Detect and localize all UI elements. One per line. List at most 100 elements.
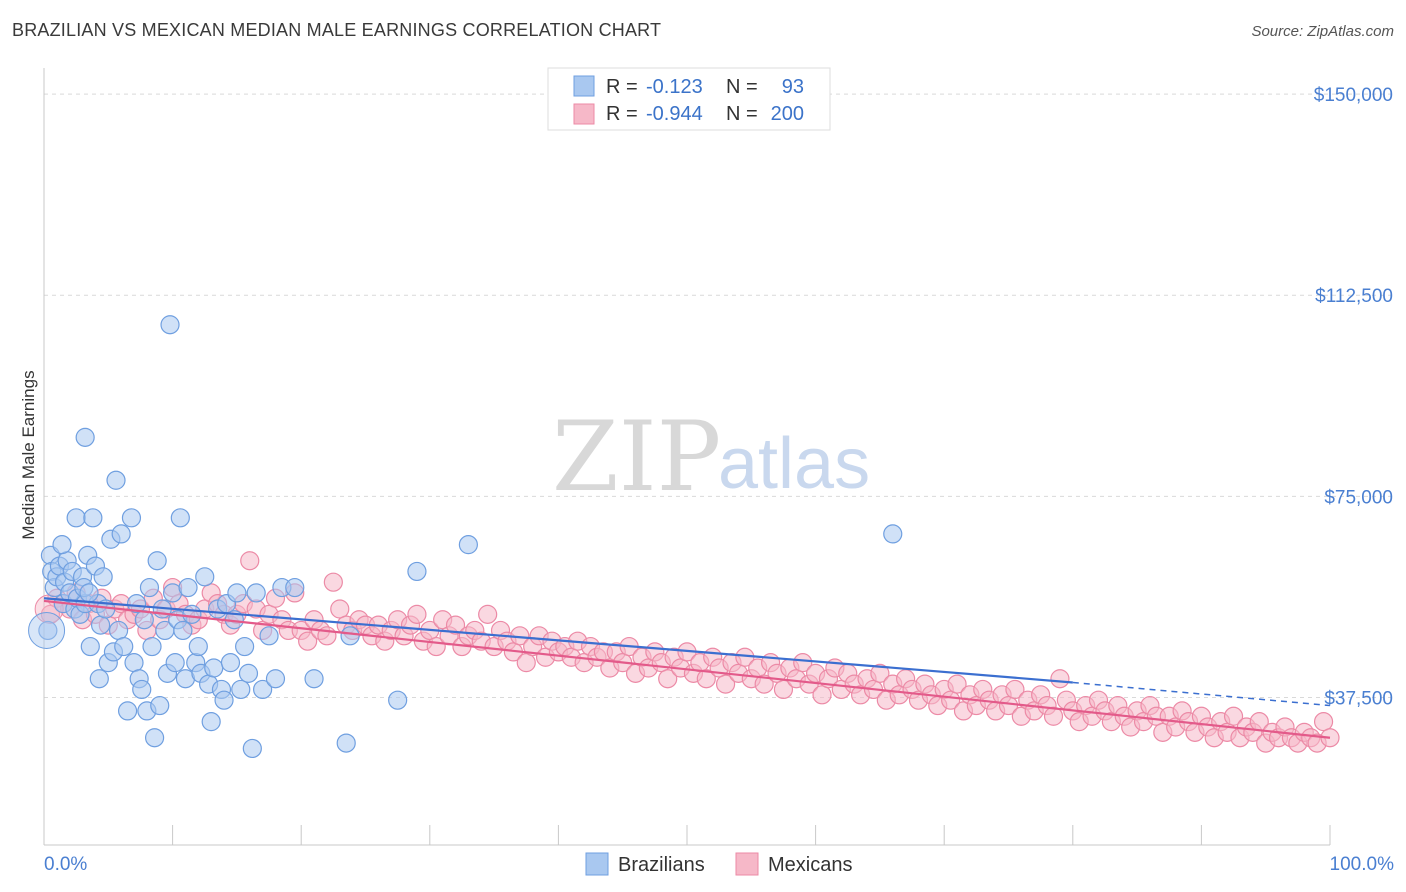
brazilians-point-68	[204, 658, 224, 678]
brazilians-point-40	[126, 594, 147, 614]
brazilians-point-42	[132, 679, 152, 700]
brazilians-point-38	[121, 508, 142, 528]
y-tick-label-2: $112,500	[1315, 286, 1393, 307]
legend-n-label-1: N =	[726, 76, 758, 98]
source-credit: Source: ZipAtlas.com	[1251, 23, 1394, 40]
mexicans-point-184	[1223, 706, 1244, 726]
legend-r-label-2: R =	[606, 103, 638, 125]
mexicans-point-102	[696, 669, 716, 689]
brazilians-point-71	[214, 690, 234, 710]
mexicans-point-141	[947, 674, 967, 694]
brazilians-point-28	[75, 427, 95, 447]
brazilians-point-87	[340, 626, 360, 646]
brazilians-point-75	[227, 583, 247, 603]
legend-swatch-mexicans	[573, 103, 595, 125]
mexicans-point-150	[1005, 679, 1025, 700]
legend-n-value-1: 93	[782, 76, 804, 98]
brazilians-point-85	[285, 577, 305, 598]
mexicans-point-31	[240, 551, 260, 571]
brazilians-point-61	[182, 604, 202, 624]
brazilians-point-43	[134, 610, 154, 630]
brazilians-point-24	[90, 615, 111, 635]
mexicans-point-120	[812, 685, 832, 705]
brazilians-point-35	[111, 524, 131, 544]
x-tick-label-min: 0.0%	[44, 854, 87, 875]
brazilians-point-92	[883, 524, 903, 544]
mexicans-point-45	[330, 599, 350, 619]
brazilians-point-89	[388, 690, 408, 710]
mexicans-point-129	[870, 663, 890, 683]
brazilians-point-21	[83, 508, 103, 528]
brazilians-point-34	[108, 620, 129, 641]
legend-r-value-2: -0.944	[646, 103, 703, 125]
brazilians-point-55	[165, 653, 185, 673]
series-legend: Brazilians Mexicans	[585, 852, 852, 876]
legend-r-label-1: R =	[606, 76, 638, 98]
chart-title: BRAZILIAN VS MEXICAN MEDIAN MALE EARNING…	[12, 20, 662, 40]
mexicans-point-44	[323, 572, 343, 592]
brazilians-point-73	[220, 653, 241, 673]
brazilians-point-57	[170, 508, 190, 528]
y-tick-labels: $37,500 $75,000 $112,500 $150,000	[1314, 85, 1393, 709]
brazilians-point-65	[195, 567, 215, 587]
brazilians-point-30	[79, 583, 99, 603]
y-tick-label-3: $150,000	[1314, 85, 1393, 106]
mexicans-point-68	[478, 604, 498, 624]
legend-r-value-1: -0.123	[646, 76, 703, 98]
brazilians-point-81	[253, 679, 273, 700]
brazilians-point-67	[201, 712, 221, 732]
mexicans-point-57	[407, 604, 427, 624]
bottom-legend-swatch-brazilians	[585, 852, 609, 876]
legend-n-label-2: N =	[726, 103, 758, 125]
brazilians-point-0	[38, 620, 58, 641]
brazilians-point-88	[336, 733, 356, 753]
mexicans-point-74	[516, 653, 536, 673]
brazilians-point-47	[144, 728, 165, 748]
brazilians-point-77	[235, 636, 255, 657]
brazilians-point-48	[147, 551, 167, 571]
mexicans-trend-line	[43, 599, 1331, 739]
brazilians-point-82	[259, 626, 279, 646]
brazilians-points	[28, 315, 903, 759]
brazilians-point-80	[246, 583, 266, 603]
y-tick-label-1: $75,000	[1324, 487, 1393, 508]
bottom-legend-label-mexicans: Mexicans	[768, 854, 852, 876]
brazilians-point-83	[265, 669, 286, 689]
brazilians-point-63	[188, 636, 208, 657]
mexicans-point-117	[793, 653, 813, 673]
brazilians-point-76	[231, 679, 251, 700]
mexicans-point-40	[298, 631, 318, 651]
y-axis-label: Median Male Earnings	[19, 370, 38, 539]
correlation-legend: R = -0.123 N = 93 R = -0.944 N = 200	[547, 67, 831, 131]
brazilians-point-39	[124, 653, 144, 673]
brazilians-point-29	[89, 669, 109, 689]
brazilians-point-25	[93, 567, 113, 587]
watermark-atlas: atlas	[718, 424, 870, 504]
mexicans-point-63	[445, 615, 466, 635]
mexicans-point-111	[754, 674, 774, 694]
mexicans-point-96	[658, 669, 678, 689]
brazilians-trend-line	[43, 597, 1073, 684]
legend-n-value-2: 200	[771, 103, 804, 125]
brazilians-point-60	[178, 577, 198, 598]
trend-lines	[43, 597, 1331, 739]
brazilians-point-90	[407, 561, 427, 582]
mexicans-point-198	[1313, 712, 1334, 732]
brazilians-point-79	[242, 738, 262, 759]
brazilians-point-58	[173, 620, 193, 641]
brazilians-point-33	[106, 470, 126, 490]
mexicans-point-105	[715, 674, 736, 694]
brazilians-point-53	[160, 315, 180, 335]
brazilians-point-45	[139, 577, 160, 598]
axes	[43, 68, 1331, 846]
brazilians-point-17	[66, 508, 86, 528]
bottom-legend-swatch-mexicans	[735, 852, 759, 876]
brazilians-point-86	[304, 669, 324, 689]
brazilians-point-78	[238, 663, 259, 683]
y-tick-label-0: $37,500	[1324, 689, 1393, 710]
watermark-zip: ZIP	[552, 401, 721, 513]
x-tick-label-max: 100.0%	[1330, 854, 1395, 875]
brazilians-point-20	[80, 636, 100, 657]
mexicans-point-157	[1050, 669, 1070, 689]
